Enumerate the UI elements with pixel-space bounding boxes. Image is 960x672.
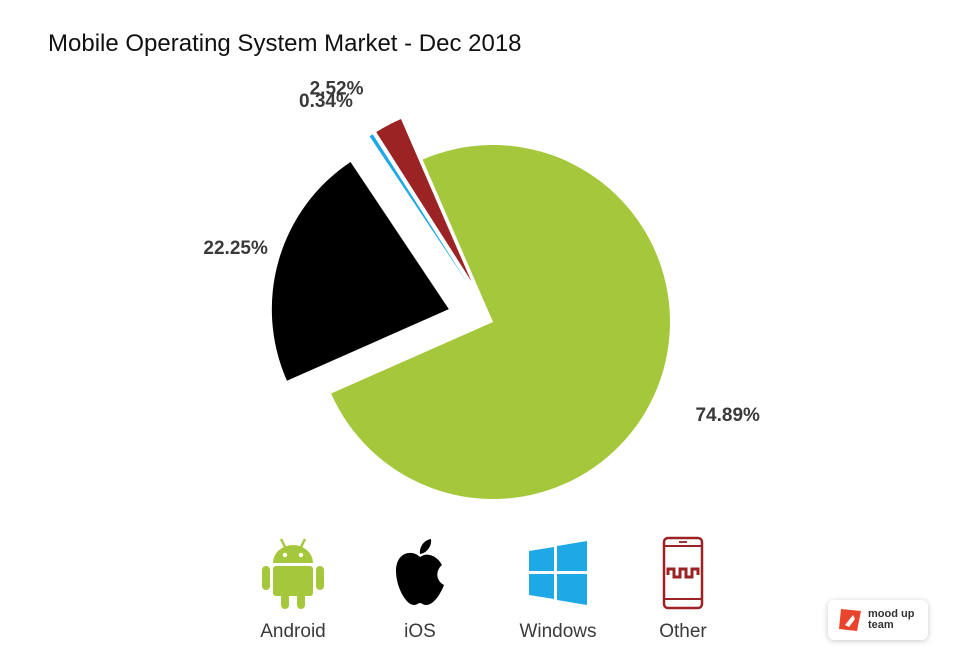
legend-label-other: Other	[659, 621, 707, 642]
data-label-other: 2.52%	[310, 79, 364, 100]
android-icon	[262, 538, 324, 609]
chart-title: Mobile Operating System Market - Dec 201…	[48, 30, 522, 57]
data-label-android: 74.89%	[695, 405, 760, 426]
windows-icon	[529, 541, 587, 605]
data-label-ios: 22.25%	[203, 238, 268, 259]
pie-slice-windows	[369, 134, 468, 284]
legend-item-windows: Windows	[493, 535, 623, 643]
legend: Android iOS Windows Other	[0, 535, 960, 655]
legend-label-android: Android	[260, 621, 326, 642]
apple-icon	[396, 539, 444, 605]
mood-up-team-badge: mood up team	[828, 600, 928, 640]
mood-up-logo-icon	[839, 609, 861, 631]
pie-chart: 74.89% 22.25% 0.34%2.52%	[203, 79, 760, 499]
pie-slice-other	[376, 118, 472, 282]
badge-text: mood up team	[868, 608, 915, 631]
legend-label-ios: iOS	[404, 621, 436, 642]
legend-item-ios: iOS	[355, 535, 485, 643]
legend-item-android: Android	[228, 535, 358, 643]
data-label-windows: 0.34%	[299, 91, 353, 112]
legend-item-other: Other	[618, 535, 748, 643]
pie-slice-ios	[271, 161, 449, 381]
legend-label-windows: Windows	[519, 621, 597, 642]
phone-icon	[662, 536, 704, 610]
pie-slice-android	[331, 145, 671, 499]
